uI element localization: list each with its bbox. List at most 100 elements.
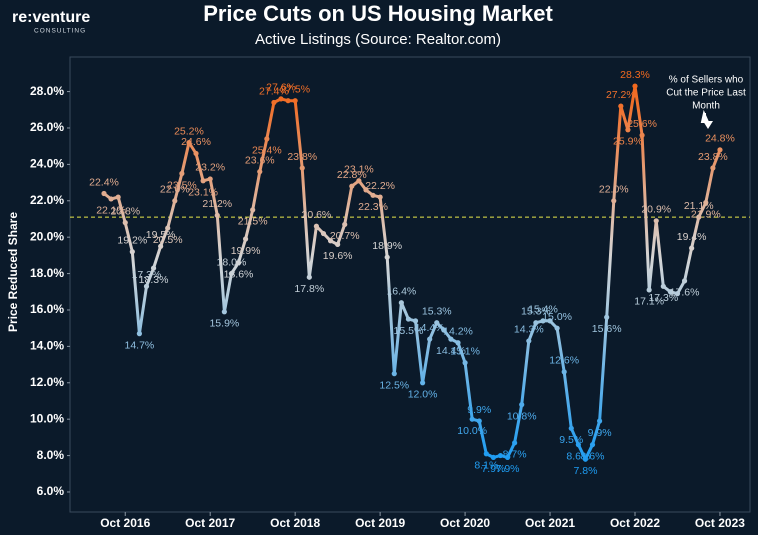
data-label: 21.5% xyxy=(238,216,268,228)
x-tick-label: Oct 2016 xyxy=(100,516,150,530)
y-tick-label: 16.0% xyxy=(30,302,64,316)
logo-tagline: CONSULTING xyxy=(34,28,86,35)
data-point xyxy=(420,380,426,386)
data-point xyxy=(427,336,433,342)
data-point xyxy=(342,221,348,228)
data-label: 22.4% xyxy=(89,176,119,188)
data-point xyxy=(349,183,355,189)
data-label: 21.2% xyxy=(202,198,232,210)
data-label: 15.0% xyxy=(542,311,572,323)
data-label: 20.9% xyxy=(641,204,671,216)
data-label: 23.1% xyxy=(344,164,374,176)
data-point xyxy=(547,318,553,324)
data-label: 15.3% xyxy=(521,306,551,318)
data-point xyxy=(512,440,518,446)
data-point xyxy=(646,287,652,293)
data-point xyxy=(108,196,114,202)
data-point xyxy=(554,325,560,331)
data-point xyxy=(299,165,305,171)
data-label: 12.6% xyxy=(549,355,579,367)
data-point xyxy=(703,200,709,206)
annotation-arrowhead xyxy=(703,121,713,129)
data-point xyxy=(405,316,412,322)
data-label: 13.1% xyxy=(450,346,480,358)
y-tick-label: 22.0% xyxy=(30,193,64,207)
data-point xyxy=(476,418,482,424)
data-label: 20.8% xyxy=(110,205,140,217)
y-tick-label: 18.0% xyxy=(30,266,64,280)
data-point xyxy=(179,170,185,177)
data-label: 17.3% xyxy=(648,292,678,304)
data-label: 9.9% xyxy=(588,427,612,439)
data-label: 19.6% xyxy=(323,250,353,262)
data-point xyxy=(150,265,157,271)
logo-name: re:venture xyxy=(12,9,90,26)
data-point xyxy=(533,320,539,326)
data-point xyxy=(490,454,496,460)
data-point xyxy=(519,402,525,408)
y-tick-label: 28.0% xyxy=(30,84,64,98)
x-tick-label: Oct 2019 xyxy=(355,516,405,530)
data-point xyxy=(136,331,142,337)
data-label: 28.3% xyxy=(620,69,650,81)
data-label: 23.8% xyxy=(698,151,728,163)
x-tick-label: Oct 2018 xyxy=(270,516,320,530)
data-label: 7.9% xyxy=(496,463,520,475)
x-tick-label: Oct 2021 xyxy=(525,516,575,530)
data-label: 23.5% xyxy=(167,179,197,191)
data-label: 22.3% xyxy=(358,201,388,213)
data-point xyxy=(448,336,454,342)
annotation: % of Sellers who xyxy=(669,75,744,86)
data-point xyxy=(250,207,256,213)
data-label: 14.3% xyxy=(514,324,544,336)
data-point xyxy=(186,139,192,146)
data-point xyxy=(611,198,617,204)
data-label: 20.7% xyxy=(330,230,360,242)
data-point xyxy=(625,127,631,133)
data-label: 27.2% xyxy=(606,89,636,101)
data-point xyxy=(172,198,178,204)
data-point xyxy=(483,451,489,457)
data-label: 27.4% xyxy=(259,85,289,97)
chart-title: Price Cuts on US Housing Market xyxy=(203,1,553,26)
data-point xyxy=(696,214,702,220)
data-label: 25.6% xyxy=(627,118,657,130)
data-point xyxy=(660,283,666,289)
data-point xyxy=(575,442,581,448)
data-point xyxy=(497,452,504,459)
data-label: 10.0% xyxy=(457,425,487,437)
data-label: 18.9% xyxy=(372,240,402,252)
data-label: 25.4% xyxy=(252,145,282,157)
y-axis-label: Price Reduced Share xyxy=(6,212,20,332)
data-point xyxy=(561,369,567,375)
data-label: 7.9% xyxy=(481,463,505,475)
data-point xyxy=(115,194,121,200)
data-label: 14.4% xyxy=(436,345,466,357)
x-tick-label: Oct 2022 xyxy=(610,516,660,530)
data-label: 27.5% xyxy=(280,83,310,95)
data-label: 22.8% xyxy=(337,169,367,181)
data-point xyxy=(335,241,341,248)
data-label: 15.3% xyxy=(422,306,452,318)
data-point xyxy=(632,83,638,89)
data-point xyxy=(165,225,171,231)
data-label: 15.4% xyxy=(528,304,558,316)
data-label: 22.2% xyxy=(365,180,395,192)
data-point xyxy=(568,425,574,431)
data-label: 19.4% xyxy=(677,231,707,243)
data-point xyxy=(306,274,312,280)
data-point xyxy=(200,178,206,184)
data-point xyxy=(540,318,546,324)
y-tick-label: 24.0% xyxy=(30,157,64,171)
data-point xyxy=(412,318,419,324)
data-label: 25.2% xyxy=(174,125,204,137)
data-point xyxy=(285,98,291,104)
data-point xyxy=(257,169,263,175)
data-label: 15.5% xyxy=(394,325,424,337)
data-label: 27.6% xyxy=(266,82,296,94)
data-point xyxy=(710,165,716,171)
data-point xyxy=(363,187,369,193)
y-tick-label: 8.0% xyxy=(37,448,65,462)
data-point xyxy=(228,270,235,277)
